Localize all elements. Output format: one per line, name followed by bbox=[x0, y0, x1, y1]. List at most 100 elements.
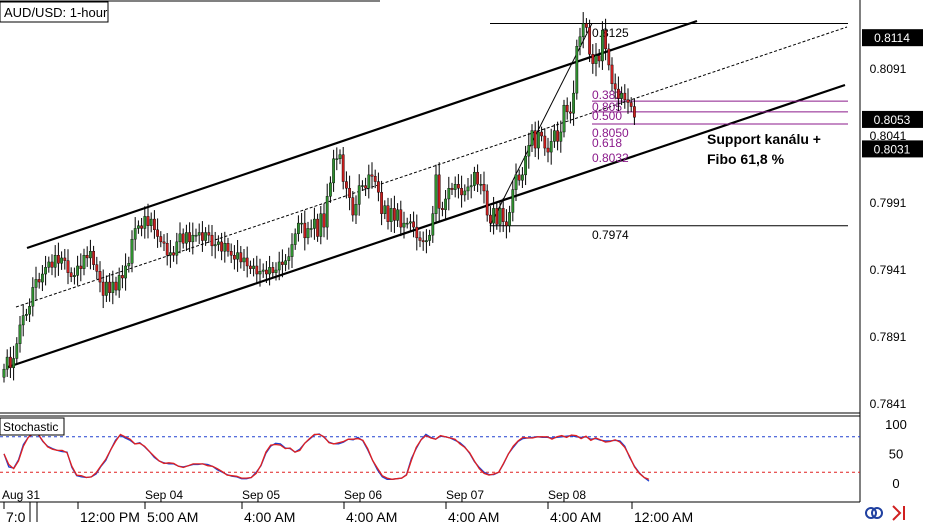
candle-bull bbox=[581, 23, 585, 38]
candle-bear bbox=[322, 213, 326, 228]
candle-bear bbox=[303, 222, 307, 239]
stoch-d-line bbox=[3, 433, 650, 480]
candle-bear bbox=[591, 54, 595, 64]
candle-bear bbox=[476, 171, 479, 185]
candle-bull bbox=[409, 221, 412, 224]
candle-bull bbox=[575, 46, 579, 94]
candle-bear bbox=[517, 174, 521, 181]
time-label: 5:00 AM bbox=[147, 509, 198, 525]
candle-bull bbox=[447, 188, 451, 200]
candle-bull bbox=[524, 155, 528, 176]
candle-bear bbox=[172, 252, 175, 256]
candle-bull bbox=[258, 271, 262, 275]
time-label: 4:00 AM bbox=[550, 509, 601, 525]
sync-icon[interactable] bbox=[865, 507, 883, 519]
candle-bull bbox=[268, 267, 271, 275]
candle-bear bbox=[316, 218, 319, 237]
stoch-title: Stochastic bbox=[3, 420, 58, 434]
candle-bear bbox=[623, 92, 627, 101]
candle-bear bbox=[482, 184, 486, 192]
candle-bull bbox=[261, 269, 265, 272]
fib-level-label: 0.805 bbox=[592, 100, 622, 114]
candle-bull bbox=[76, 265, 80, 276]
candle-bear bbox=[415, 226, 419, 239]
candle-bear bbox=[393, 208, 396, 221]
channel-upper-line bbox=[26, 19, 698, 250]
time-label: 4:00 AM bbox=[448, 509, 499, 525]
candle-bear bbox=[229, 251, 233, 256]
channel-mid-line bbox=[15, 26, 848, 308]
candle-bull bbox=[117, 275, 121, 291]
candle-bear bbox=[377, 181, 380, 193]
candle-bear bbox=[348, 188, 351, 198]
candle-bull bbox=[168, 252, 172, 256]
time-label: 12:00 AM bbox=[634, 509, 693, 525]
candle-bull bbox=[34, 279, 38, 288]
candle-bull bbox=[402, 222, 406, 228]
candle-bull bbox=[28, 305, 31, 315]
stoch-title-box bbox=[0, 417, 65, 436]
candle-bull bbox=[335, 158, 339, 160]
candle-bear bbox=[69, 272, 73, 277]
candle-bull bbox=[530, 130, 534, 146]
price-panel: 0.81250.3820.8050.5000.80500.6180.80320.… bbox=[2, 12, 848, 383]
candle-bull bbox=[431, 213, 435, 236]
candle-bull bbox=[41, 273, 44, 283]
price-tick-label: 0.7891 bbox=[870, 330, 907, 344]
fib-trend-line bbox=[489, 23, 593, 227]
candle-bull bbox=[12, 358, 15, 369]
candle-bull bbox=[127, 263, 131, 267]
candle-bear bbox=[101, 281, 105, 296]
candle-bear bbox=[152, 218, 156, 231]
candle-bear bbox=[220, 241, 223, 252]
stoch-tick-label: 100 bbox=[885, 417, 907, 432]
candle-bear bbox=[633, 106, 636, 118]
candle-bear bbox=[460, 188, 463, 196]
price-highlight-box bbox=[862, 110, 923, 128]
candle-bear bbox=[8, 356, 12, 369]
candle-bull bbox=[149, 218, 153, 226]
candle-bull bbox=[204, 232, 207, 241]
candle-bear bbox=[418, 237, 422, 241]
candle-bull bbox=[329, 182, 332, 197]
arrow-out-icon[interactable] bbox=[892, 505, 905, 521]
price-tick-label: 0.7841 bbox=[870, 397, 907, 411]
candle-bear bbox=[188, 232, 191, 243]
price-tick-label: 0.8091 bbox=[870, 62, 907, 76]
candle-bull bbox=[5, 356, 9, 370]
candle-bull bbox=[466, 186, 470, 192]
candle-bull bbox=[72, 275, 76, 277]
stoch-tick-label: 0 bbox=[892, 476, 899, 491]
candle-bull bbox=[130, 238, 134, 264]
candle-bear bbox=[533, 130, 537, 149]
candle-bull bbox=[15, 343, 19, 359]
candle-bull bbox=[463, 190, 467, 196]
time-label: 4:00 AM bbox=[346, 509, 397, 525]
candle-bull bbox=[453, 184, 457, 190]
candle-bull bbox=[21, 315, 25, 326]
candle-bull bbox=[620, 92, 624, 99]
date-label: Aug 31 bbox=[2, 488, 40, 502]
candle-bear bbox=[386, 205, 390, 222]
candle-bull bbox=[498, 208, 502, 225]
price-highlight-label: 0.8053 bbox=[874, 113, 911, 127]
candle-bear bbox=[505, 221, 508, 226]
candle-bull bbox=[2, 368, 6, 378]
candle-bear bbox=[232, 255, 236, 260]
candle-bear bbox=[165, 242, 169, 256]
candle-bear bbox=[543, 135, 547, 149]
candle-bear bbox=[569, 111, 572, 114]
candle-bear bbox=[501, 208, 505, 222]
candle-bear bbox=[200, 232, 204, 241]
candle-bull bbox=[194, 234, 198, 237]
chart-title-box bbox=[0, 1, 109, 23]
candle-bear bbox=[50, 261, 54, 268]
candle-bear bbox=[271, 267, 275, 273]
candle-bear bbox=[226, 242, 230, 252]
stochastic-panel bbox=[0, 432, 860, 482]
candle-bull bbox=[293, 233, 297, 245]
candle-bull bbox=[527, 145, 531, 157]
candle-bull bbox=[549, 141, 553, 153]
candle-bull bbox=[223, 242, 227, 252]
